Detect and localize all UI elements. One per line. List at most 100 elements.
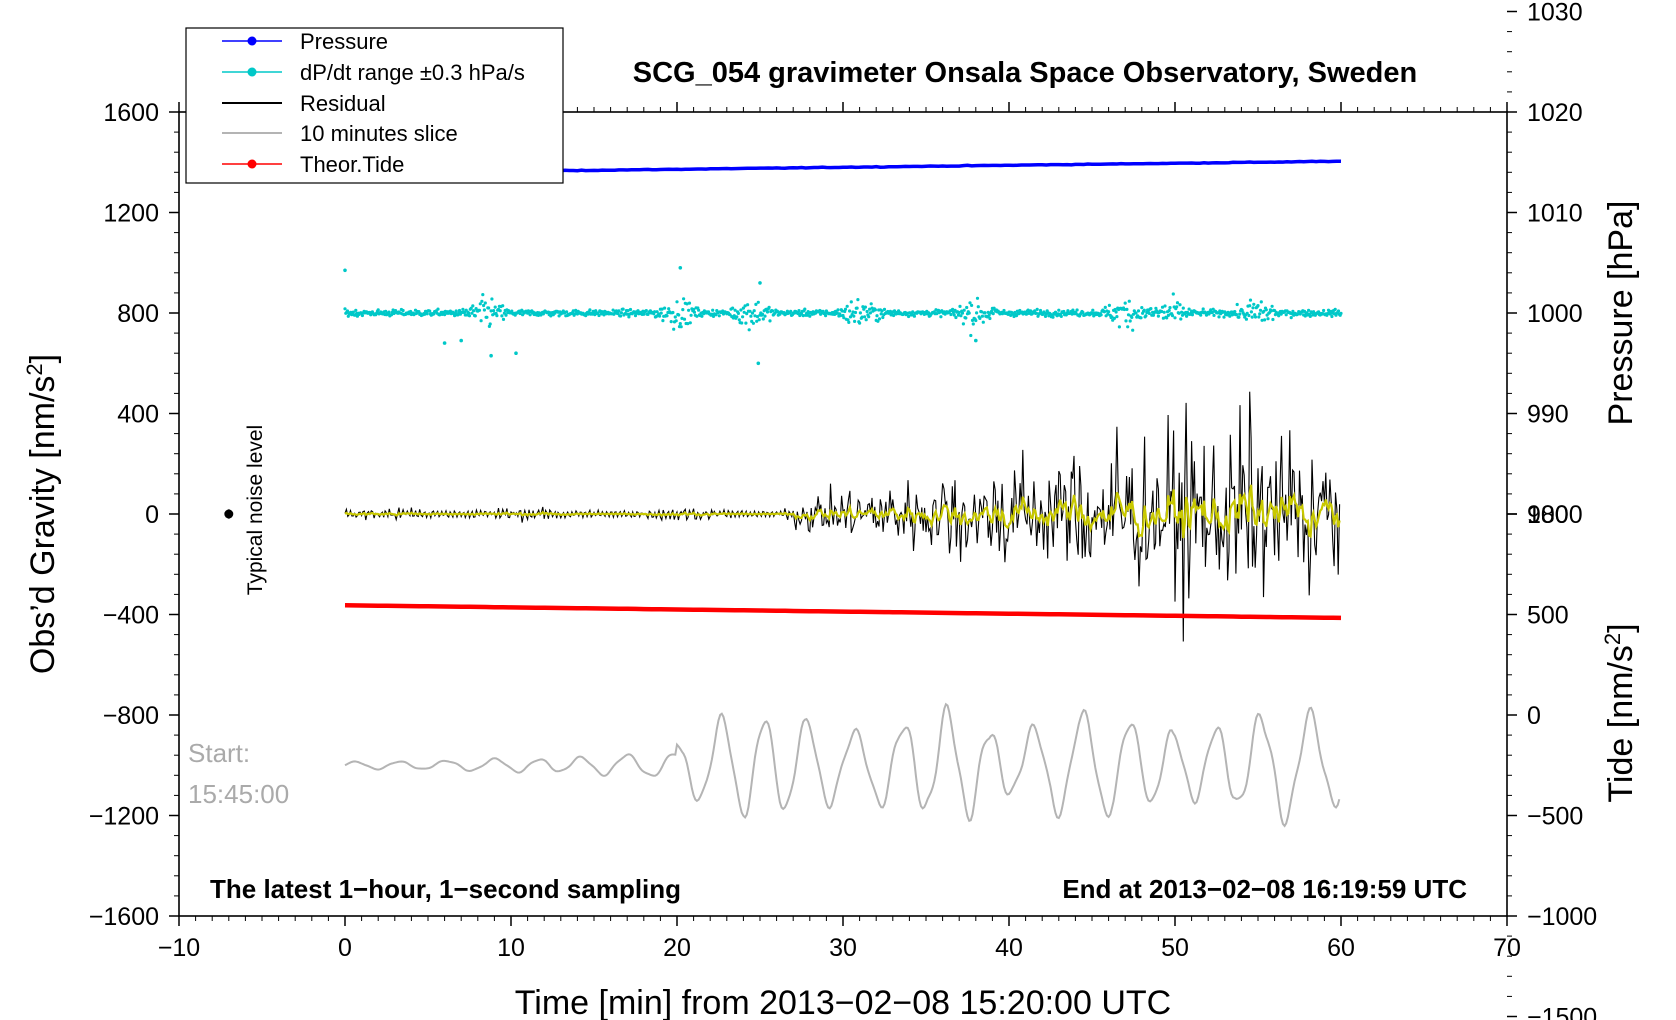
dpdt-point	[674, 319, 678, 323]
dpdt-point	[868, 307, 872, 311]
dpdt-point	[661, 319, 665, 323]
dpdt-point	[389, 313, 394, 317]
dpdt-point	[1026, 308, 1030, 312]
dpdt-point	[1081, 310, 1085, 315]
dpdt-point	[710, 312, 714, 316]
pressure-tick-label: 990	[1527, 401, 1569, 429]
dpdt-point	[1114, 310, 1118, 314]
dpdt-point	[1151, 313, 1155, 317]
x-tick-label: 70	[1493, 934, 1521, 962]
dpdt-point	[1154, 306, 1158, 310]
dpdt-point	[454, 309, 458, 313]
dpdt-point	[597, 313, 601, 318]
dpdt-point	[749, 314, 753, 318]
dpdt-point	[1259, 300, 1263, 304]
dpdt-point	[846, 318, 850, 322]
dpdt-point	[1228, 314, 1232, 318]
x-tick-label: 50	[1161, 934, 1189, 962]
dpdt-point	[761, 317, 765, 321]
dpdt-point	[671, 310, 675, 315]
dpdt-point	[1139, 316, 1143, 320]
dpdt-point	[345, 309, 350, 313]
y-tick-label: −1200	[89, 803, 159, 831]
x-tick-label: −10	[158, 934, 200, 962]
x-tick-label: 40	[995, 934, 1023, 962]
dpdt-point	[682, 317, 687, 321]
dpdt-point	[1234, 312, 1238, 317]
dpdt-point	[469, 306, 473, 310]
dpdt-point	[1249, 310, 1253, 314]
dpdt-point	[459, 338, 464, 343]
dpdt-point	[756, 300, 760, 304]
dpdt-point	[753, 314, 757, 318]
dpdt-point	[962, 308, 966, 312]
dpdt-point	[677, 313, 681, 317]
legend-marker-tide	[247, 159, 257, 169]
dpdt-point	[1035, 307, 1039, 311]
dpdt-point	[1253, 315, 1258, 319]
dpdt-point	[975, 311, 979, 315]
dpdt-point	[956, 313, 961, 317]
y-tick-label: 0	[145, 501, 159, 529]
dpdt-point	[735, 315, 739, 319]
dpdt-point	[1029, 309, 1033, 313]
dpdt-point	[849, 300, 853, 304]
dpdt-point	[1106, 312, 1110, 316]
dpdt-point	[483, 301, 487, 305]
dpdt-point	[493, 305, 497, 309]
dpdt-point	[665, 314, 669, 318]
dpdt-point	[1302, 309, 1307, 313]
dpdt-point	[965, 305, 969, 310]
dpdt-point	[1107, 303, 1111, 307]
dpdt-point	[1102, 310, 1106, 314]
dpdt-point	[1248, 298, 1253, 302]
dpdt-point	[461, 307, 465, 311]
tide-tick-label: 0	[1527, 702, 1541, 730]
dpdt-point	[485, 315, 489, 319]
dpdt-point	[1173, 316, 1177, 320]
y-axis-label-pressure: Pressure [hPa]	[1602, 201, 1640, 426]
dpdt-point	[655, 310, 659, 314]
dpdt-point	[864, 318, 868, 322]
dpdt-point	[1167, 308, 1171, 313]
dpdt-point	[478, 302, 482, 306]
dpdt-point	[1185, 314, 1189, 318]
dpdt-point	[1113, 307, 1117, 312]
dpdt-series	[343, 266, 1343, 366]
dpdt-point	[1187, 307, 1191, 311]
legend-item-tide: Theor.Tide	[222, 152, 404, 177]
dpdt-point	[1156, 314, 1160, 318]
y-axis-label-left-sup: 2	[22, 363, 47, 375]
dpdt-point	[1177, 311, 1181, 315]
dpdt-point	[881, 315, 885, 320]
dpdt-point	[1258, 312, 1262, 316]
dpdt-point	[1144, 314, 1148, 318]
dpdt-point	[669, 320, 673, 324]
y-tick-label: 1600	[103, 99, 159, 127]
dpdt-point	[626, 309, 630, 313]
dpdt-point	[700, 314, 704, 318]
dpdt-point	[907, 314, 911, 319]
dpdt-point	[733, 308, 737, 312]
dpdt-point	[1112, 316, 1116, 320]
dpdt-point	[573, 312, 577, 316]
dpdt-point	[954, 315, 958, 320]
dpdt-point	[1134, 311, 1138, 315]
dpdt-point	[480, 299, 484, 303]
dpdt-point	[653, 310, 657, 314]
dpdt-point	[1127, 299, 1131, 303]
dpdt-point	[1103, 305, 1107, 309]
dpdt-point	[1264, 308, 1268, 312]
dpdt-point	[1179, 317, 1183, 321]
dpdt-point	[1131, 328, 1135, 332]
dpdt-point	[958, 304, 962, 308]
dpdt-point	[845, 304, 849, 308]
x-axis-ticks: −10 0 10 20 30 40 50 60 70	[158, 102, 1521, 962]
dpdt-point	[1245, 311, 1249, 315]
dpdt-point	[1171, 292, 1175, 296]
dpdt-point	[472, 309, 476, 313]
sampling-note: The latest 1−hour, 1−second sampling	[210, 874, 681, 904]
dpdt-point	[1090, 311, 1094, 315]
dpdt-point	[770, 309, 775, 313]
pressure-axis-ticks: 980 990 1000 1010 1020 1030	[1507, 0, 1583, 529]
